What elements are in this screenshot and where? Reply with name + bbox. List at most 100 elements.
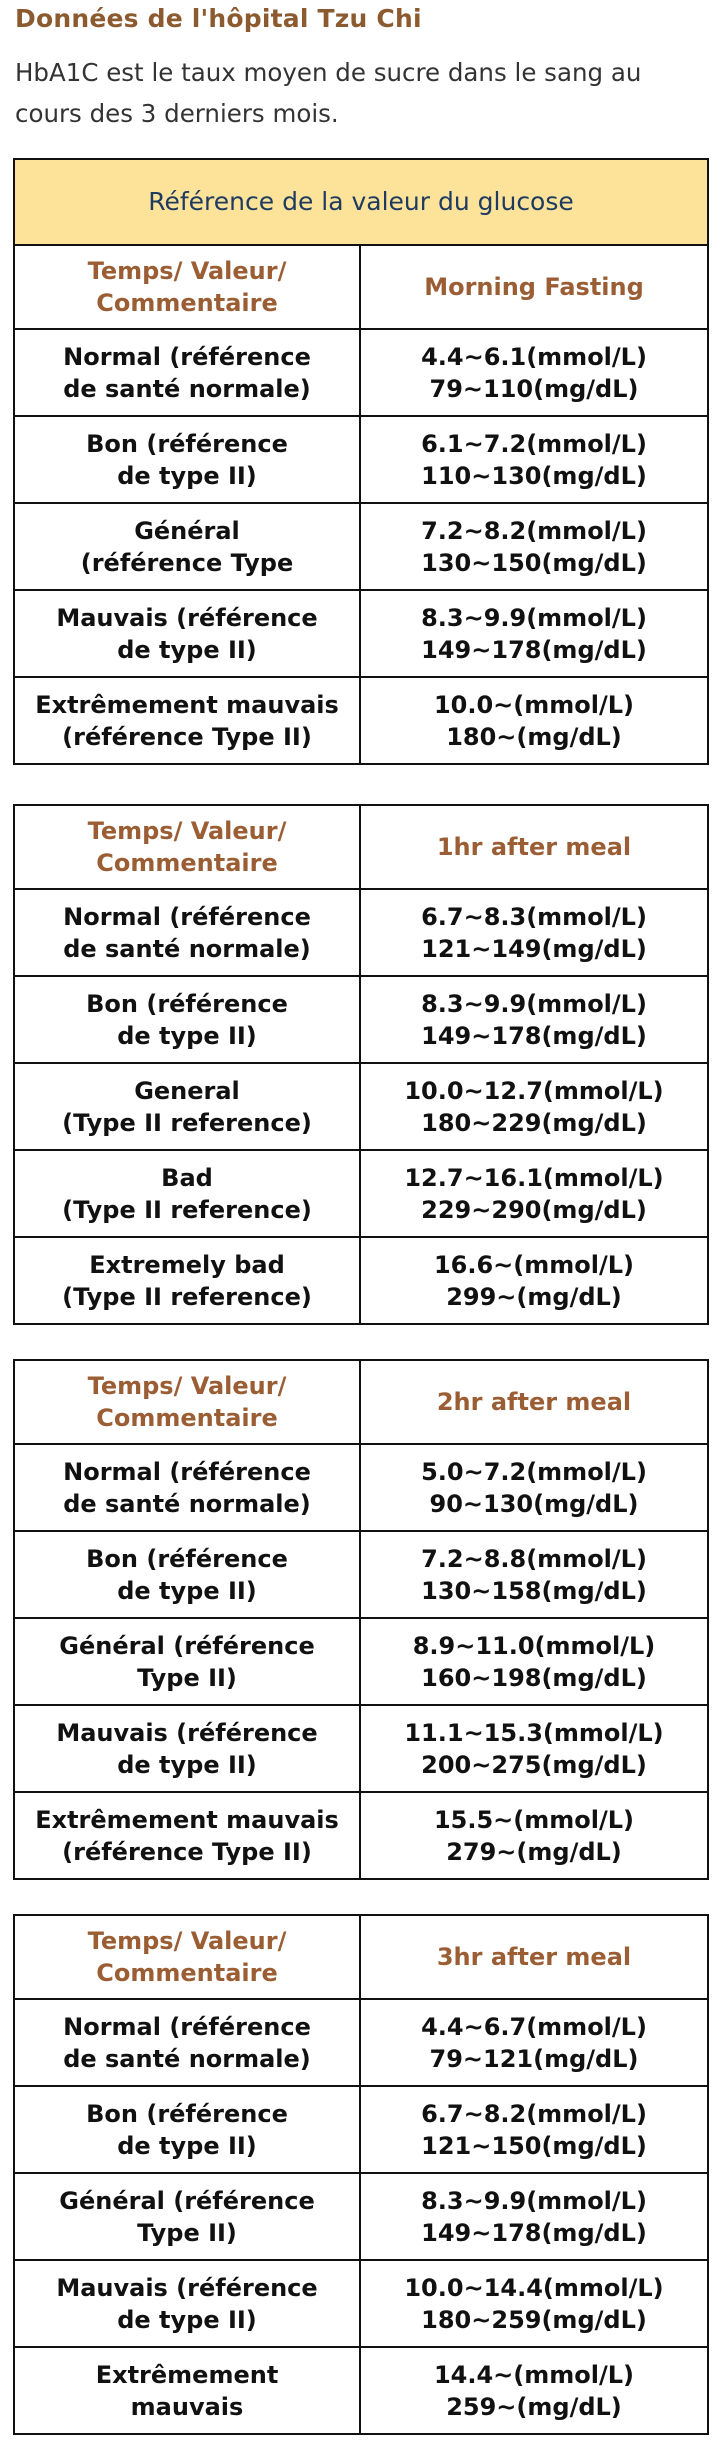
row-label: Bon (référence de type II) bbox=[13, 415, 361, 504]
cell-line: Temps/ Valeur/ bbox=[87, 817, 287, 845]
table-header-row: Temps/ Valeur/Commentaire 2hr after meal bbox=[13, 1359, 709, 1445]
header-time-value-comment: Temps/ Valeur/Commentaire bbox=[13, 1914, 361, 2000]
table-row: Bon (référence de type II) 6.1~7.2(mmol/L)… bbox=[13, 415, 709, 504]
row-value: 6.1~7.2(mmol/L) 110~130(mg/dL) bbox=[359, 415, 709, 504]
cell-line: 10.0~12.7(mmol/L) bbox=[404, 1076, 664, 1105]
table-row: Extrêmement mauvais (référence Type II) 15… bbox=[13, 1791, 709, 1880]
intro-text: HbA1C est le taux moyen de sucre dans le… bbox=[15, 58, 642, 128]
row-value: 14.4~(mmol/L) 259~(mg/dL) bbox=[359, 2346, 709, 2435]
cell-line: 8.3~9.9(mmol/L) bbox=[421, 603, 647, 632]
cell-line: Commentaire bbox=[96, 849, 278, 877]
cell-line: 79~121(mg/dL) bbox=[429, 2044, 639, 2073]
row-value: 8.3~9.9(mmol/L) 149~178(mg/dL) bbox=[359, 2172, 709, 2261]
row-label: Bon (référence de type II) bbox=[13, 2085, 361, 2174]
cell-line: 79~110(mg/dL) bbox=[429, 374, 639, 403]
cell-line: Bad bbox=[161, 1163, 213, 1192]
cell-line: Commentaire bbox=[96, 289, 278, 317]
row-value: 12.7~16.1(mmol/L) 229~290(mg/dL) bbox=[359, 1149, 709, 1238]
cell-line: 6.7~8.2(mmol/L) bbox=[421, 2099, 647, 2128]
table-row: Bad (Type II reference) 12.7~16.1(mmol/L) 2… bbox=[13, 1149, 709, 1238]
cell-line: 180~259(mg/dL) bbox=[421, 2305, 647, 2334]
row-value: 7.2~8.2(mmol/L) 130~150(mg/dL) bbox=[359, 502, 709, 591]
cell-line: 200~275(mg/dL) bbox=[421, 1750, 647, 1779]
header-measurement-time: 2hr after meal bbox=[359, 1359, 709, 1445]
cell-line: 149~178(mg/dL) bbox=[421, 2218, 647, 2247]
cell-line: Extrêmement bbox=[95, 2360, 279, 2389]
row-value: 7.2~8.8(mmol/L) 130~158(mg/dL) bbox=[359, 1530, 709, 1619]
cell-line: Bon (référence bbox=[86, 2099, 288, 2128]
row-label: Normal (référence de santé normale) bbox=[13, 328, 361, 417]
cell-line: 15.5~(mmol/L) bbox=[433, 1805, 635, 1834]
row-label: Normal (référence de santé normale) bbox=[13, 888, 361, 977]
cell-line: Bon (référence bbox=[86, 429, 288, 458]
cell-line: 8.9~11.0(mmol/L) bbox=[412, 1631, 656, 1660]
glucose-table-2: Temps/ Valeur/Commentaire 1hr after meal N… bbox=[13, 804, 709, 1325]
glucose-table-1: Référence de la valeur du glucose Temps/ … bbox=[13, 158, 709, 765]
cell-line: Bon (référence bbox=[86, 1544, 288, 1573]
cell-line: Bon (référence bbox=[86, 989, 288, 1018]
row-value: 10.0~12.7(mmol/L) 180~229(mg/dL) bbox=[359, 1062, 709, 1151]
cell-line: General bbox=[134, 1076, 240, 1105]
cell-line: 7.2~8.2(mmol/L) bbox=[421, 516, 647, 545]
cell-line: Mauvais (référence bbox=[56, 1718, 318, 1747]
row-label: Mauvais (référence de type II) bbox=[13, 589, 361, 678]
cell-line: de santé normale) bbox=[63, 374, 311, 403]
cell-line: Commentaire bbox=[96, 1959, 278, 1987]
row-label: Général (référence Type bbox=[13, 502, 361, 591]
row-value: 6.7~8.2(mmol/L) 121~150(mg/dL) bbox=[359, 2085, 709, 2174]
table-row: General (Type II reference) 10.0~12.7(mmol… bbox=[13, 1062, 709, 1151]
table-row: Mauvais (référence de type II) 8.3~9.9(mmo… bbox=[13, 589, 709, 678]
cell-line: 10.0~(mmol/L) bbox=[433, 690, 635, 719]
row-value: 8.3~9.9(mmol/L) 149~178(mg/dL) bbox=[359, 589, 709, 678]
cell-line: 16.6~(mmol/L) bbox=[433, 1250, 635, 1279]
cell-line: 7.2~8.8(mmol/L) bbox=[421, 1544, 647, 1573]
cell-line: (Type II reference) bbox=[62, 1195, 312, 1224]
table-row: Normal (référence de santé normale) 5.0~7.… bbox=[13, 1443, 709, 1532]
row-label: Extremely bad (Type II reference) bbox=[13, 1236, 361, 1325]
cell-line: Mauvais (référence bbox=[56, 603, 318, 632]
cell-line: de santé normale) bbox=[63, 2044, 311, 2073]
cell-line: (Type II reference) bbox=[62, 1108, 312, 1137]
cell-line: 130~150(mg/dL) bbox=[421, 548, 647, 577]
cell-line: 5.0~7.2(mmol/L) bbox=[421, 1457, 647, 1486]
table-row: Bon (référence de type II) 8.3~9.9(mmol/L)… bbox=[13, 975, 709, 1064]
header-time-value-comment: Temps/ Valeur/Commentaire bbox=[13, 1359, 361, 1445]
row-value: 8.9~11.0(mmol/L) 160~198(mg/dL) bbox=[359, 1617, 709, 1706]
cell-line: 279~(mg/dL) bbox=[446, 1837, 622, 1866]
cell-line: de type II) bbox=[117, 2305, 257, 2334]
cell-line: 259~(mg/dL) bbox=[446, 2392, 622, 2421]
cell-line: Extremely bad bbox=[89, 1250, 285, 1279]
cell-line: Type II) bbox=[137, 2218, 237, 2247]
table-row: Normal (référence de santé normale) 6.7~8.… bbox=[13, 888, 709, 977]
row-label: Normal (référence de santé normale) bbox=[13, 1443, 361, 1532]
cell-line: 149~178(mg/dL) bbox=[421, 1021, 647, 1050]
cell-line: Normal (référence bbox=[63, 342, 311, 371]
table-row: Mauvais (référence de type II) 10.0~14.4(m… bbox=[13, 2259, 709, 2348]
header-time-value-comment: Temps/ Valeur/Commentaire bbox=[13, 804, 361, 890]
table-row: Général (référence Type II) 8.3~9.9(mmol/L… bbox=[13, 2172, 709, 2261]
table-row: Extrêmement mauvais (référence Type II) 10… bbox=[13, 676, 709, 765]
row-label: Bon (référence de type II) bbox=[13, 1530, 361, 1619]
table-header-row: Temps/ Valeur/Commentaire 1hr after meal bbox=[13, 804, 709, 890]
table-row: Général (référence Type 7.2~8.2(mmol/L) 130… bbox=[13, 502, 709, 591]
cell-line: Type II) bbox=[137, 1663, 237, 1692]
cell-line: (référence Type bbox=[80, 548, 294, 577]
table-row: Général (référence Type II) 8.9~11.0(mmol/… bbox=[13, 1617, 709, 1706]
row-value: 11.1~15.3(mmol/L) 200~275(mg/dL) bbox=[359, 1704, 709, 1793]
cell-line: de type II) bbox=[117, 2131, 257, 2160]
row-label: Extrêmement mauvais (référence Type II) bbox=[13, 676, 361, 765]
cell-line: 130~158(mg/dL) bbox=[421, 1576, 647, 1605]
cell-line: mauvais bbox=[130, 2392, 244, 2421]
table-header-row: Temps/ Valeur/Commentaire Morning Fasting bbox=[13, 244, 709, 330]
cell-line: 14.4~(mmol/L) bbox=[433, 2360, 635, 2389]
cell-line: Commentaire bbox=[96, 1404, 278, 1432]
cell-line: 180~229(mg/dL) bbox=[421, 1108, 647, 1137]
header-measurement-time: 3hr after meal bbox=[359, 1914, 709, 2000]
cell-line: 299~(mg/dL) bbox=[446, 1282, 622, 1311]
table-row: Extrêmement mauvais 14.4~(mmol/L) 259~(mg/d… bbox=[13, 2346, 709, 2435]
cell-line: Normal (référence bbox=[63, 902, 311, 931]
header-measurement-time: Morning Fasting bbox=[359, 244, 709, 330]
cell-line: 12.7~16.1(mmol/L) bbox=[404, 1163, 664, 1192]
cell-line: Extrêmement mauvais bbox=[35, 1805, 339, 1834]
table-row: Bon (référence de type II) 7.2~8.8(mmol/L)… bbox=[13, 1530, 709, 1619]
